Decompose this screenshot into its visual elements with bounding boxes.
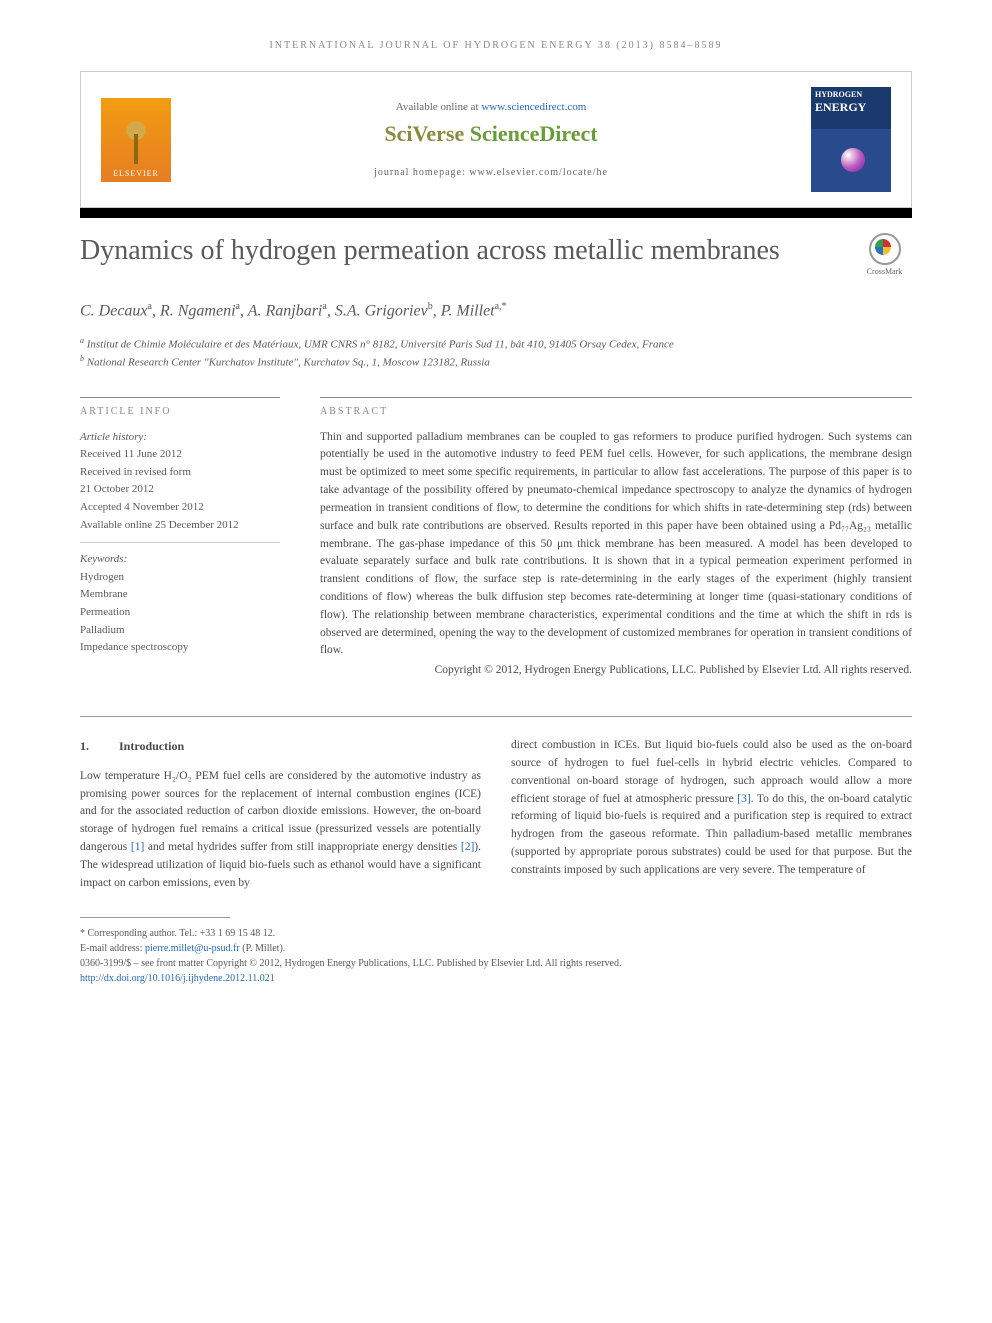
sciencedirect-link[interactable]: www.sciencedirect.com — [481, 101, 586, 113]
journal-header: ELSEVIER Available online at www.science… — [80, 71, 912, 208]
cover-title-2: ENERGY — [815, 100, 887, 115]
cover-title-1: HYDROGEN — [815, 91, 887, 100]
elsevier-label: ELSEVIER — [113, 169, 159, 178]
body-text: 1. Introduction Low temperature H₂/O₂ PEM… — [80, 737, 912, 892]
footnote-divider — [80, 917, 230, 918]
article-history: Article history: Received 11 June 2012 R… — [80, 429, 280, 535]
abstract-label: ABSTRACT — [320, 397, 912, 417]
homepage-url[interactable]: www.elsevier.com/locate/he — [469, 167, 608, 178]
crossmark-badge[interactable]: CrossMark — [857, 233, 912, 276]
column-right: direct combustion in ICEs. But liquid bi… — [511, 737, 912, 892]
header-divider-bar — [80, 208, 912, 218]
keyword: Palladium — [80, 622, 280, 640]
section-number: 1. — [80, 739, 89, 753]
history-received: Received 11 June 2012 — [80, 446, 280, 464]
ref-link[interactable]: [3] — [737, 793, 750, 805]
article-info-label: ARTICLE INFO — [80, 397, 280, 417]
abstract-copyright: Copyright © 2012, Hydrogen Energy Public… — [320, 664, 912, 676]
cover-graphic-icon — [841, 148, 865, 172]
email-line: E-mail address: pierre.millet@u-psud.fr … — [80, 941, 912, 956]
column-left: 1. Introduction Low temperature H₂/O₂ PEM… — [80, 737, 481, 892]
keywords-label: Keywords: — [80, 551, 280, 569]
section-heading-intro: 1. Introduction — [80, 737, 481, 756]
keyword: Membrane — [80, 586, 280, 604]
history-revised-1: Received in revised form — [80, 464, 280, 482]
keyword: Permeation — [80, 604, 280, 622]
email-link[interactable]: pierre.millet@u-psud.fr — [145, 943, 240, 954]
corresponding-author: * Corresponding author. Tel.: +33 1 69 1… — [80, 926, 912, 941]
elsevier-tree-icon — [111, 114, 161, 169]
affiliation-b: b National Research Center "Kurchatov In… — [80, 353, 912, 371]
crossmark-icon — [869, 233, 901, 265]
keyword: Impedance spectroscopy — [80, 639, 280, 657]
sciverse-main: ScienceDirect — [464, 121, 597, 146]
author-list: C. Decauxa, R. Ngamenia, A. Ranjbaria, S… — [80, 301, 912, 320]
article-title: Dynamics of hydrogen permeation across m… — [80, 233, 857, 269]
body-divider — [80, 716, 912, 717]
affiliations: a Institut de Chimie Moléculaire et des … — [80, 335, 912, 371]
sciverse-brand: SciVerse ScienceDirect — [171, 121, 811, 147]
intro-paragraph-left: Low temperature H₂/O₂ PEM fuel cells are… — [80, 768, 481, 893]
available-prefix: Available online at — [396, 101, 482, 113]
email-label: E-mail address: — [80, 943, 145, 954]
homepage-label: journal homepage: — [374, 167, 469, 178]
abstract-block: ABSTRACT Thin and supported palladium me… — [320, 397, 912, 677]
journal-cover-thumbnail: HYDROGEN ENERGY — [811, 87, 891, 192]
running-head: INTERNATIONAL JOURNAL OF HYDROGEN ENERGY… — [80, 40, 912, 51]
ref-link[interactable]: [1] — [131, 841, 144, 853]
sciverse-prefix: SciVerse — [384, 121, 464, 146]
issn-line: 0360-3199/$ – see front matter Copyright… — [80, 956, 912, 971]
article-info-sidebar: ARTICLE INFO Article history: Received 1… — [80, 397, 280, 677]
history-label: Article history: — [80, 429, 280, 447]
abstract-text: Thin and supported palladium membranes c… — [320, 429, 912, 661]
journal-homepage: journal homepage: www.elsevier.com/locat… — [171, 167, 811, 178]
section-title: Introduction — [119, 739, 184, 753]
email-suffix: (P. Millet). — [240, 943, 286, 954]
crossmark-label: CrossMark — [867, 267, 903, 276]
available-online-text: Available online at www.sciencedirect.co… — [171, 101, 811, 113]
ref-link[interactable]: [2] — [461, 841, 474, 853]
keyword: Hydrogen — [80, 569, 280, 587]
affiliation-a: a Institut de Chimie Moléculaire et des … — [80, 335, 912, 353]
history-online: Available online 25 December 2012 — [80, 517, 280, 535]
history-accepted: Accepted 4 November 2012 — [80, 499, 280, 517]
history-revised-2: 21 October 2012 — [80, 481, 280, 499]
footnotes: * Corresponding author. Tel.: +33 1 69 1… — [80, 926, 912, 986]
keywords-block: Keywords: Hydrogen Membrane Permeation P… — [80, 542, 280, 657]
doi-line: http://dx.doi.org/10.1016/j.ijhydene.201… — [80, 971, 912, 986]
intro-paragraph-right: direct combustion in ICEs. But liquid bi… — [511, 737, 912, 880]
doi-link[interactable]: http://dx.doi.org/10.1016/j.ijhydene.201… — [80, 973, 275, 984]
elsevier-logo: ELSEVIER — [101, 98, 171, 182]
